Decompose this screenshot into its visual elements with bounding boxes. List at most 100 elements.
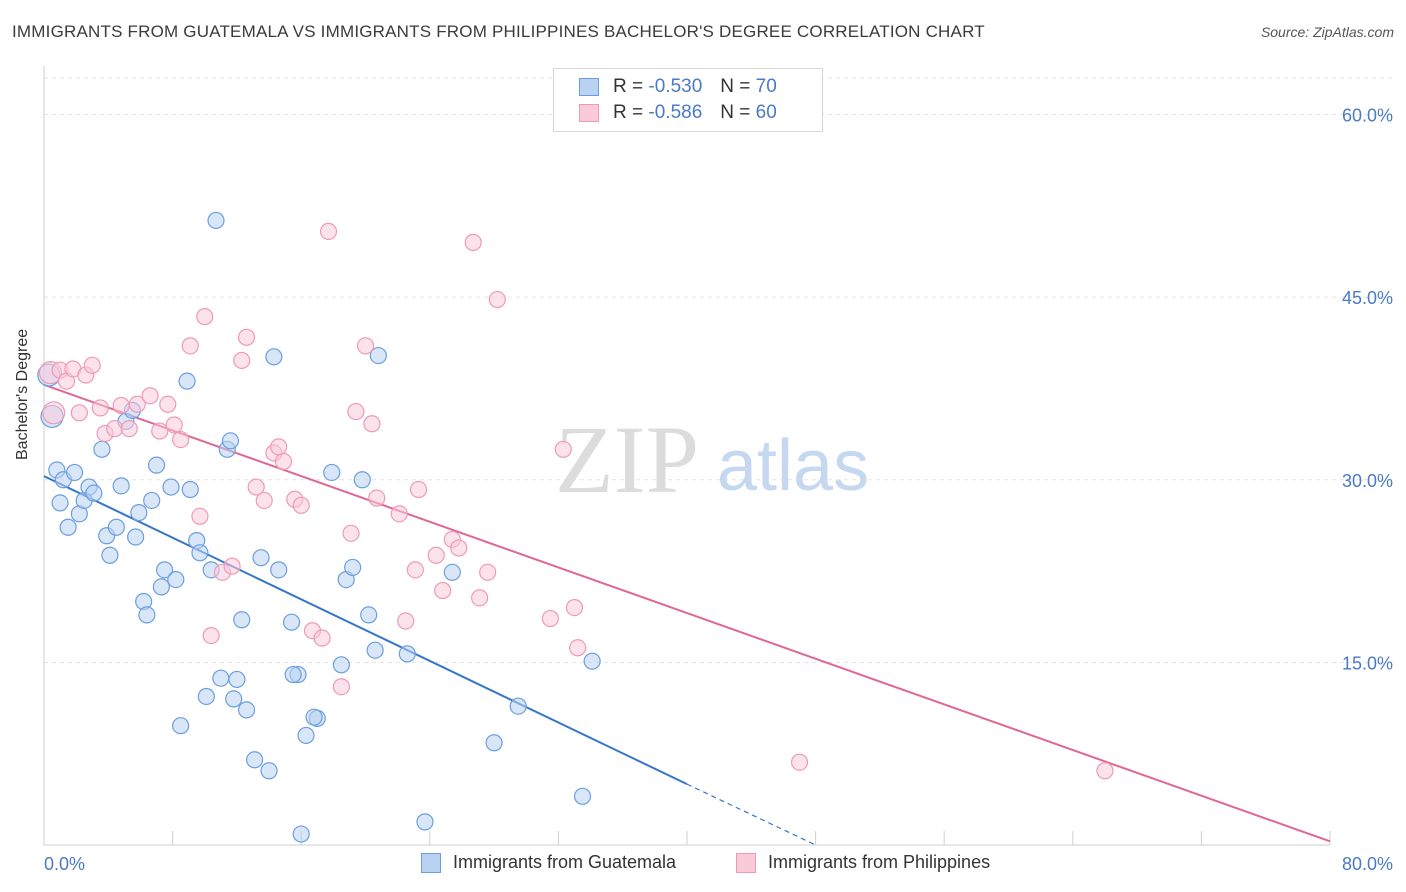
- stats-legend: R = -0.530 N = 70 R = -0.586 N = 60: [553, 68, 823, 132]
- philippines-point: [397, 612, 415, 630]
- points: [37, 211, 1114, 843]
- guatemala-point: [270, 561, 288, 579]
- guatemala-point: [573, 787, 592, 805]
- guatemala-point: [112, 477, 130, 495]
- guatemala-point: [127, 528, 145, 546]
- guatemala-legend-swatch: [421, 852, 441, 873]
- source-label: Source: ZipAtlas.com: [1260, 24, 1394, 40]
- guatemala-point: [221, 432, 240, 450]
- stats-row-guatemala: R = -0.530 N = 70: [579, 75, 777, 99]
- philippines-point: [70, 404, 88, 422]
- philippines-point: [255, 491, 273, 510]
- legend-label-philippines: Immigrants from Philippines: [768, 852, 991, 872]
- guatemala-trend-line: [43, 475, 688, 786]
- guatemala-point: [228, 670, 246, 689]
- philippines-point: [313, 629, 331, 647]
- r-value: -0.530: [648, 76, 703, 97]
- guatemala-point: [260, 762, 278, 780]
- watermark-atlas: atlas: [717, 426, 869, 506]
- tick-labels: 15.0% 30.0% 45.0% 60.0% 0.0% 80.0%: [44, 106, 1393, 874]
- guatemala-trend-extension: [686, 783, 816, 846]
- philippines-point: [237, 328, 256, 346]
- philippines-point: [223, 557, 241, 575]
- philippines-point: [471, 589, 489, 607]
- chart-title: IMMIGRANTS FROM GUATEMALA VS IMMIGRANTS …: [12, 22, 985, 41]
- r-label: R =: [613, 76, 644, 97]
- guatemala-point: [332, 656, 350, 674]
- philippines-point: [319, 222, 338, 240]
- philippines-point: [790, 753, 809, 771]
- y-tick-label: 45.0%: [1342, 288, 1393, 308]
- guatemala-point: [197, 687, 215, 706]
- philippines-trend-line: [43, 383, 1331, 843]
- philippines-point: [363, 415, 381, 433]
- guatemala-point: [265, 348, 283, 366]
- guatemala-point: [252, 549, 270, 567]
- philippines-point: [409, 480, 428, 499]
- philippines-point: [196, 308, 214, 326]
- philippines-point: [406, 561, 424, 579]
- stats-row-philippines: R = -0.586 N = 60: [579, 101, 777, 125]
- philippines-point: [565, 598, 584, 617]
- philippines-point: [128, 395, 146, 413]
- philippines-point: [202, 626, 220, 645]
- guatemala-point: [282, 613, 301, 631]
- guatemala-point: [305, 708, 323, 726]
- guatemala-swatch: [579, 78, 599, 96]
- legend-label-guatemala: Immigrants from Guatemala: [453, 852, 677, 872]
- guatemala-point: [366, 641, 384, 659]
- guatemala-point: [284, 665, 302, 684]
- guatemala-point: [583, 652, 601, 670]
- guatemala-point: [353, 471, 371, 489]
- guatemala-point: [191, 544, 209, 562]
- trend-lines: [43, 383, 1331, 846]
- guatemala-point: [237, 701, 256, 719]
- n-label: N =: [720, 102, 751, 123]
- philippines-point: [368, 489, 386, 507]
- guatemala-point: [297, 726, 315, 745]
- guatemala-point: [416, 813, 434, 831]
- philippines-point: [141, 387, 159, 405]
- philippines-point: [434, 581, 452, 600]
- n-label: N =: [720, 76, 751, 97]
- philippines-point: [247, 478, 265, 496]
- philippines-point: [554, 440, 572, 458]
- philippines-point: [450, 539, 468, 557]
- philippines-point: [181, 337, 199, 355]
- philippines-swatch: [579, 104, 599, 122]
- philippines-point: [1096, 762, 1114, 780]
- philippines-point: [159, 395, 177, 413]
- philippines-point: [172, 430, 190, 449]
- guatemala-point: [65, 463, 84, 482]
- philippines-point: [347, 402, 365, 421]
- guatemala-point: [130, 504, 148, 522]
- guatemala-point: [225, 690, 243, 708]
- r-value: -0.586: [648, 102, 703, 123]
- guatemala-point: [443, 563, 461, 581]
- guatemala-point: [147, 456, 166, 474]
- guatemala-point: [233, 611, 251, 629]
- philippines-point: [292, 496, 310, 514]
- philippines-point: [83, 356, 101, 374]
- philippines-point: [165, 416, 183, 434]
- y-tick-label: 15.0%: [1342, 653, 1393, 673]
- philippines-point: [390, 505, 408, 523]
- philippines-point: [479, 563, 497, 581]
- guatemala-point: [212, 669, 230, 687]
- guatemala-point: [178, 372, 196, 390]
- guatemala-point: [167, 570, 185, 589]
- grid: [44, 77, 1395, 663]
- philippines-point: [356, 337, 375, 355]
- guatemala-point: [152, 578, 170, 596]
- guatemala-point: [155, 561, 174, 579]
- legend-item-guatemala: Immigrants from Guatemala: [421, 852, 676, 873]
- watermark: ZIP atlas: [555, 406, 869, 513]
- guatemala-point: [138, 606, 156, 624]
- guatemala-point: [509, 697, 527, 715]
- guatemala-point: [207, 211, 225, 230]
- guatemala-point: [360, 606, 378, 624]
- legend-item-philippines: Immigrants from Philippines: [736, 852, 990, 873]
- philippines-legend-swatch: [736, 852, 756, 873]
- philippines-point: [91, 399, 109, 417]
